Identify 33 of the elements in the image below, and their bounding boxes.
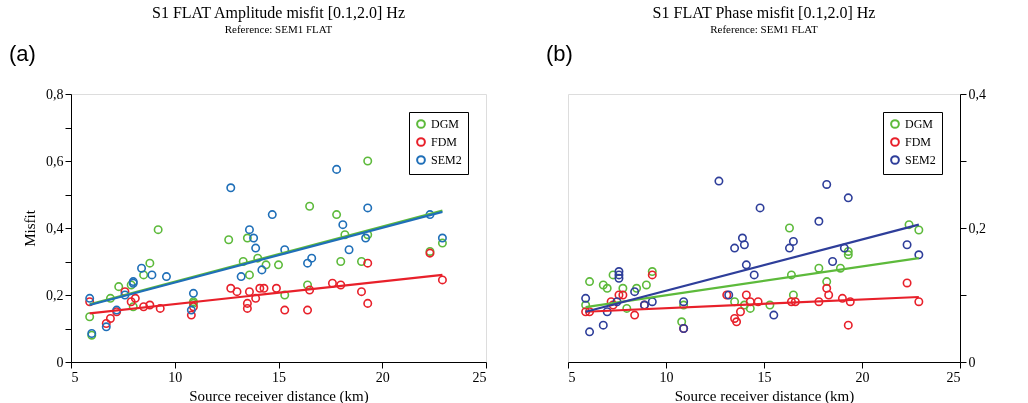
y2-tick-label: 0 [968,354,976,370]
y-tick-label: 0,6 [46,153,64,169]
y-tick-label: 0,4 [46,220,64,236]
y2-tick-label: 0,2 [968,220,986,236]
chart-subtitle: Reference: SEM1 FLAT [224,23,333,35]
x-tick-label: 5 [568,369,576,385]
x-tick-label: 15 [757,369,772,385]
legend-label: SEM2 [431,153,462,167]
x-axis-title: Source receiver distance (km) [189,387,369,403]
text: (b) [546,41,573,66]
chart-title: S1 FLAT Amplitude misfit [0.1,2.0] Hz [151,4,406,22]
x-tick-label: 10 [659,369,674,385]
x-tick-label: 25 [472,369,487,385]
legend-label: SEM2 [905,153,936,167]
text: (a) [9,41,36,66]
y-tick-label: 0,8 [46,86,64,102]
y-axis-title: Misfit [22,209,38,247]
x-tick-label: 10 [168,369,183,385]
y-tick-label: 0,2 [46,287,64,303]
x-tick-label: 25 [946,369,961,385]
chart-subtitle: Reference: SEM1 FLAT [710,23,819,35]
legend-label: FDM [905,135,932,149]
legend-label: DGM [905,117,934,131]
legend-label: DGM [431,117,460,131]
x-tick-label: 20 [855,369,870,385]
y2-tick-label: 0,4 [968,86,986,102]
x-tick-label: 5 [71,369,79,385]
chart-title: S1 FLAT Phase misfit [0.1,2.0] Hz [652,4,876,21]
y-tick-label: 0 [56,354,64,370]
legend-label: FDM [431,135,458,149]
x-axis-title: Source receiver distance (km) [674,387,855,403]
x-tick-label: 15 [272,369,286,385]
x-tick-label: 20 [375,369,390,385]
